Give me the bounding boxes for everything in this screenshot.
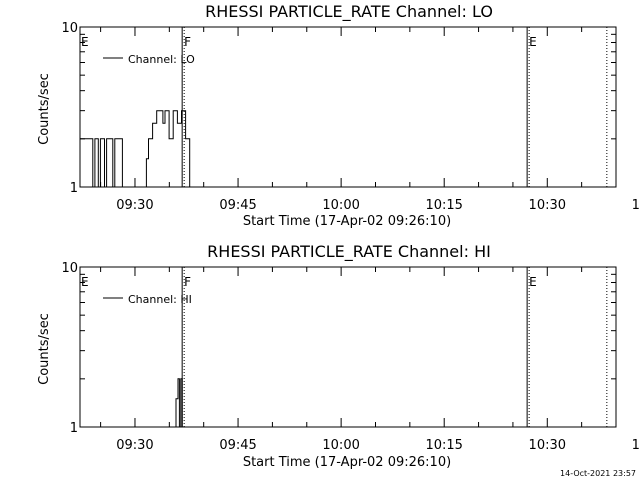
y-axis-label: Counts/sec (37, 313, 52, 385)
x-tick-label: 10:45 (632, 198, 640, 213)
data-series-line (80, 110, 194, 188)
x-tick-label: 09:30 (116, 198, 153, 213)
x-tick-label: 10:45 (632, 438, 640, 453)
event-marker-label: F (184, 275, 191, 289)
y-tick-label: 1 (70, 421, 78, 436)
x-tick-label: 09:30 (116, 438, 153, 453)
x-axis-label: Start Time (17-Apr-02 09:26:10) (243, 455, 451, 470)
plot-frame (79, 266, 617, 428)
x-tick-label: 10:00 (322, 198, 359, 213)
y-axis-label: Counts/sec (37, 73, 52, 145)
data-series-line (175, 378, 183, 428)
y-tick-label: 1 (70, 181, 78, 196)
y-tick-label: 10 (61, 261, 78, 276)
panel-hi: RHESSI PARTICLE_RATE Channel: HI Start T… (37, 242, 640, 470)
x-tick-label: 10:15 (425, 198, 462, 213)
x-tick-label: 09:45 (219, 438, 256, 453)
event-marker-label: E (529, 35, 537, 49)
x-tick-label: 10:15 (425, 438, 462, 453)
event-marker-label: E (81, 35, 89, 49)
y-tick-label: 10 (61, 21, 78, 36)
x-tick-label: 09:45 (219, 198, 256, 213)
panel-lo: RHESSI PARTICLE_RATE Channel: LO Start T… (37, 2, 640, 229)
x-tick-label: 10:00 (322, 438, 359, 453)
plot-frame (79, 26, 617, 188)
x-axis-label: Start Time (17-Apr-02 09:26:10) (243, 214, 451, 229)
event-marker-label: E (81, 275, 89, 289)
timestamp: 14-Oct-2021 23:57 (560, 469, 636, 478)
event-marker-label: F (184, 35, 191, 49)
chart-title: RHESSI PARTICLE_RATE Channel: HI (207, 242, 491, 262)
chart-title: RHESSI PARTICLE_RATE Channel: LO (205, 2, 493, 22)
event-marker-label: E (529, 275, 537, 289)
legend-entry: Channel: LO (128, 53, 195, 66)
x-tick-label: 10:30 (529, 198, 566, 213)
legend-entry: Channel: HI (128, 293, 192, 306)
x-tick-label: 10:30 (529, 438, 566, 453)
